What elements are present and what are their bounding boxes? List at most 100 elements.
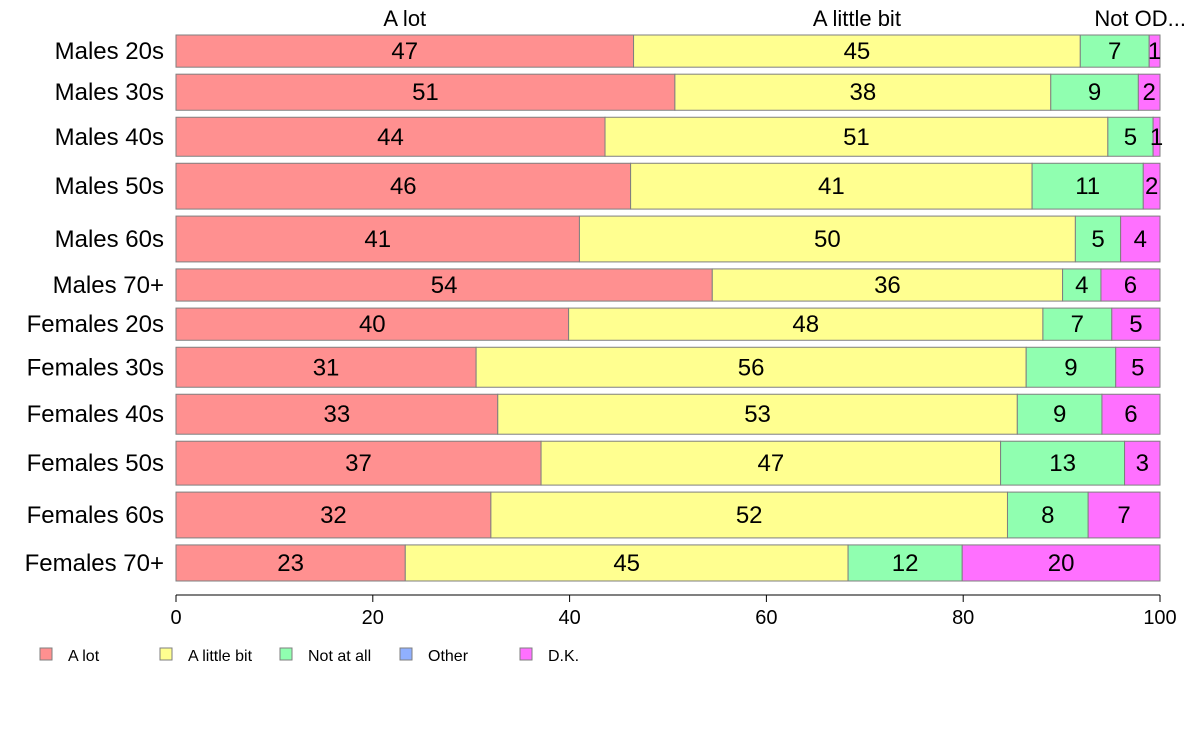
bar-segment (1124, 440, 1161, 486)
segment-label: 54 (431, 272, 458, 299)
segment-label: 33 (324, 401, 351, 428)
segment-label: 5 (1091, 226, 1104, 253)
bar-segment (1111, 307, 1161, 341)
segment-label: 37 (345, 450, 372, 477)
bar-row: Males 20s 47 45 7 1 (55, 34, 1161, 68)
bar-segment (1101, 393, 1161, 435)
segment-label: 40 (359, 311, 386, 338)
bar-row: Males 30s 51 38 9 2 (55, 73, 1161, 111)
bar-segment (175, 544, 406, 582)
row-label: Females 60s (27, 502, 164, 529)
legend-swatch (519, 647, 533, 661)
bar-segment (175, 34, 635, 68)
bar-segment (1142, 162, 1161, 210)
segment-label: 3 (1136, 450, 1149, 477)
segment-label: 7 (1117, 502, 1130, 529)
segment-label: 9 (1064, 354, 1077, 381)
segment-label: 48 (792, 311, 819, 338)
bar-row: Males 40s 44 51 5 1 (55, 116, 1163, 157)
legend-swatch (399, 647, 413, 661)
segment-label: 1 (1148, 38, 1161, 65)
row-label: Males 20s (55, 38, 164, 65)
bar-segment (604, 116, 1109, 157)
legend-label: Other (428, 648, 469, 665)
bar-segment (175, 491, 492, 539)
bar-segment (175, 440, 542, 486)
segment-label: 13 (1049, 450, 1076, 477)
legend-label: A little bit (188, 648, 253, 665)
bar-segment (630, 162, 1033, 210)
bar-segment (1148, 34, 1161, 68)
bar-segment (1115, 346, 1161, 388)
bar-segment (847, 544, 963, 582)
segment-label: 6 (1124, 401, 1137, 428)
segment-label: 11 (1075, 173, 1100, 200)
top-series-label: Not OD... (1094, 6, 1186, 31)
segment-label: 1 (1150, 124, 1163, 151)
bar-segment (1079, 34, 1150, 68)
segment-label: 9 (1053, 401, 1066, 428)
bar-segment (1074, 215, 1122, 263)
segment-label: 53 (744, 401, 771, 428)
legend-item: Not at all (279, 647, 371, 665)
segment-label: 7 (1108, 38, 1121, 65)
segment-label: 51 (843, 124, 870, 151)
bar-segment (1025, 346, 1117, 388)
top-series-label: A little bit (813, 6, 901, 31)
segment-label: 9 (1088, 79, 1101, 106)
segment-label: 2 (1145, 173, 1158, 200)
segment-label: 45 (844, 38, 871, 65)
row-label: Females 20s (27, 311, 164, 338)
legend-label: D.K. (548, 648, 579, 665)
row-label: Males 60s (55, 226, 164, 253)
bar-row: Females 40s 33 53 9 6 (27, 393, 1161, 435)
x-tick-label: 60 (755, 607, 777, 629)
bar-segment (175, 116, 606, 157)
bar-segment (1107, 116, 1154, 157)
legend-swatch (39, 647, 53, 661)
bar-row: Males 50s 46 41 11 2 (55, 162, 1161, 210)
bar-segment (175, 162, 632, 210)
bar-row: Females 60s 32 52 8 7 (27, 491, 1161, 539)
bar-segment (404, 544, 849, 582)
bar-row: Females 20s 40 48 7 5 (27, 307, 1161, 341)
segment-label: 5 (1131, 354, 1144, 381)
segment-label: 7 (1071, 311, 1084, 338)
bar-segment (1050, 73, 1139, 111)
segment-label: 45 (613, 550, 640, 577)
bar-segment (568, 307, 1044, 341)
bar-segment (475, 346, 1027, 388)
bar-segment (1137, 73, 1161, 111)
legend: A lot A little bit Not at all Other D.K. (39, 647, 579, 665)
segment-label: 52 (736, 502, 763, 529)
x-tick-label: 80 (952, 607, 974, 629)
segment-label: 51 (412, 79, 439, 106)
segment-label: 4 (1075, 272, 1088, 299)
legend-swatch (279, 647, 293, 661)
bar-segment (578, 215, 1076, 263)
bar-row: Males 60s 41 50 5 4 (55, 215, 1161, 263)
bar-segment (674, 73, 1052, 111)
legend-swatch (159, 647, 173, 661)
bar-segment (961, 544, 1161, 582)
row-label: Males 40s (55, 124, 164, 151)
bar-row: Males 70+ 54 36 4 6 (53, 268, 1161, 302)
segment-label: 41 (364, 226, 391, 253)
top-series-label: A lot (383, 6, 426, 31)
row-label: Females 40s (27, 401, 164, 428)
segment-label: 8 (1041, 502, 1054, 529)
bar-segment (1042, 307, 1113, 341)
legend-item: D.K. (519, 647, 579, 665)
segment-label: 50 (814, 226, 841, 253)
segment-label: 47 (757, 450, 784, 477)
segment-label: 32 (320, 502, 347, 529)
segment-label: 38 (849, 79, 876, 106)
segment-label: 4 (1134, 226, 1147, 253)
bar-segment (1016, 393, 1103, 435)
bar-segment (1000, 440, 1126, 486)
segment-label: 5 (1129, 311, 1142, 338)
legend-item: Other (399, 647, 469, 665)
bar-segment (1120, 215, 1161, 263)
segment-label: 12 (892, 550, 919, 577)
segment-label: 31 (313, 354, 340, 381)
